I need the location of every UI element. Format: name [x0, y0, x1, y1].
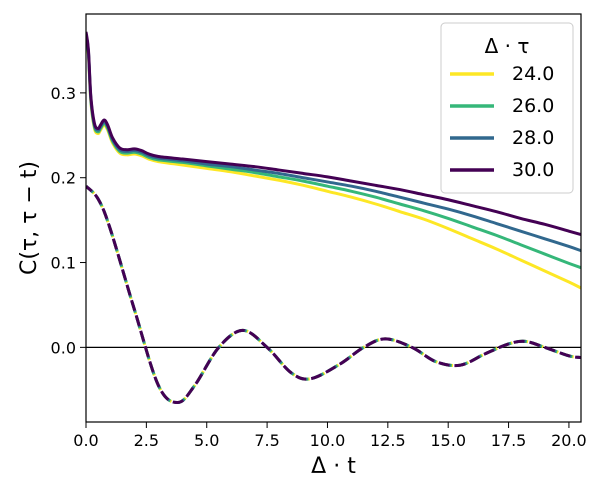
x-tick-label: 0.0: [73, 431, 98, 450]
x-tick-label: 2.5: [134, 431, 159, 450]
x-tick-label: 20.0: [551, 431, 587, 450]
y-tick-label: 0.2: [51, 169, 76, 188]
x-axis-label: Δ · t: [311, 454, 356, 479]
y-axis: 0.0 0.1 0.2 0.3: [51, 84, 86, 357]
series-dashed-line-26-0: [86, 185, 581, 404]
legend-label: 28.0: [512, 127, 554, 149]
legend-label: 30.0: [512, 159, 554, 181]
x-axis: 0.0 2.5 5.0 7.5 10.0 12.5 15.0 17.5 20.0: [73, 422, 587, 450]
x-tick-label: 10.0: [310, 431, 346, 450]
plot-frame: [85, 13, 582, 423]
x-tick-label: 7.5: [254, 431, 279, 450]
series-dashed-line-30-0: [86, 185, 581, 404]
legend-label: 26.0: [512, 95, 554, 117]
x-tick-label: 17.5: [491, 431, 527, 450]
legend-box: [440, 22, 574, 194]
series-line-30-0: [86, 31, 581, 236]
x-tick-label: 12.5: [370, 431, 406, 450]
series-dashed-line-24-0: [86, 185, 581, 404]
y-tick-label: 0.0: [51, 338, 76, 357]
legend-items: 24.0 26.0 28.0 30.0: [450, 63, 554, 181]
x-tick-label: 5.0: [194, 431, 219, 450]
y-tick-label: 0.1: [51, 254, 76, 273]
y-axis-label: C(τ, τ − t): [17, 161, 42, 275]
y-tick-label: 0.3: [51, 84, 76, 103]
legend-title: Δ · τ: [485, 34, 530, 58]
series-layer: [86, 31, 581, 404]
legend: Δ · τ 24.0 26.0 28.0 30.0: [440, 22, 574, 194]
legend-label: 24.0: [512, 63, 554, 85]
x-tick-label: 15.0: [430, 431, 466, 450]
series-dashed-line-28-0: [86, 185, 581, 404]
